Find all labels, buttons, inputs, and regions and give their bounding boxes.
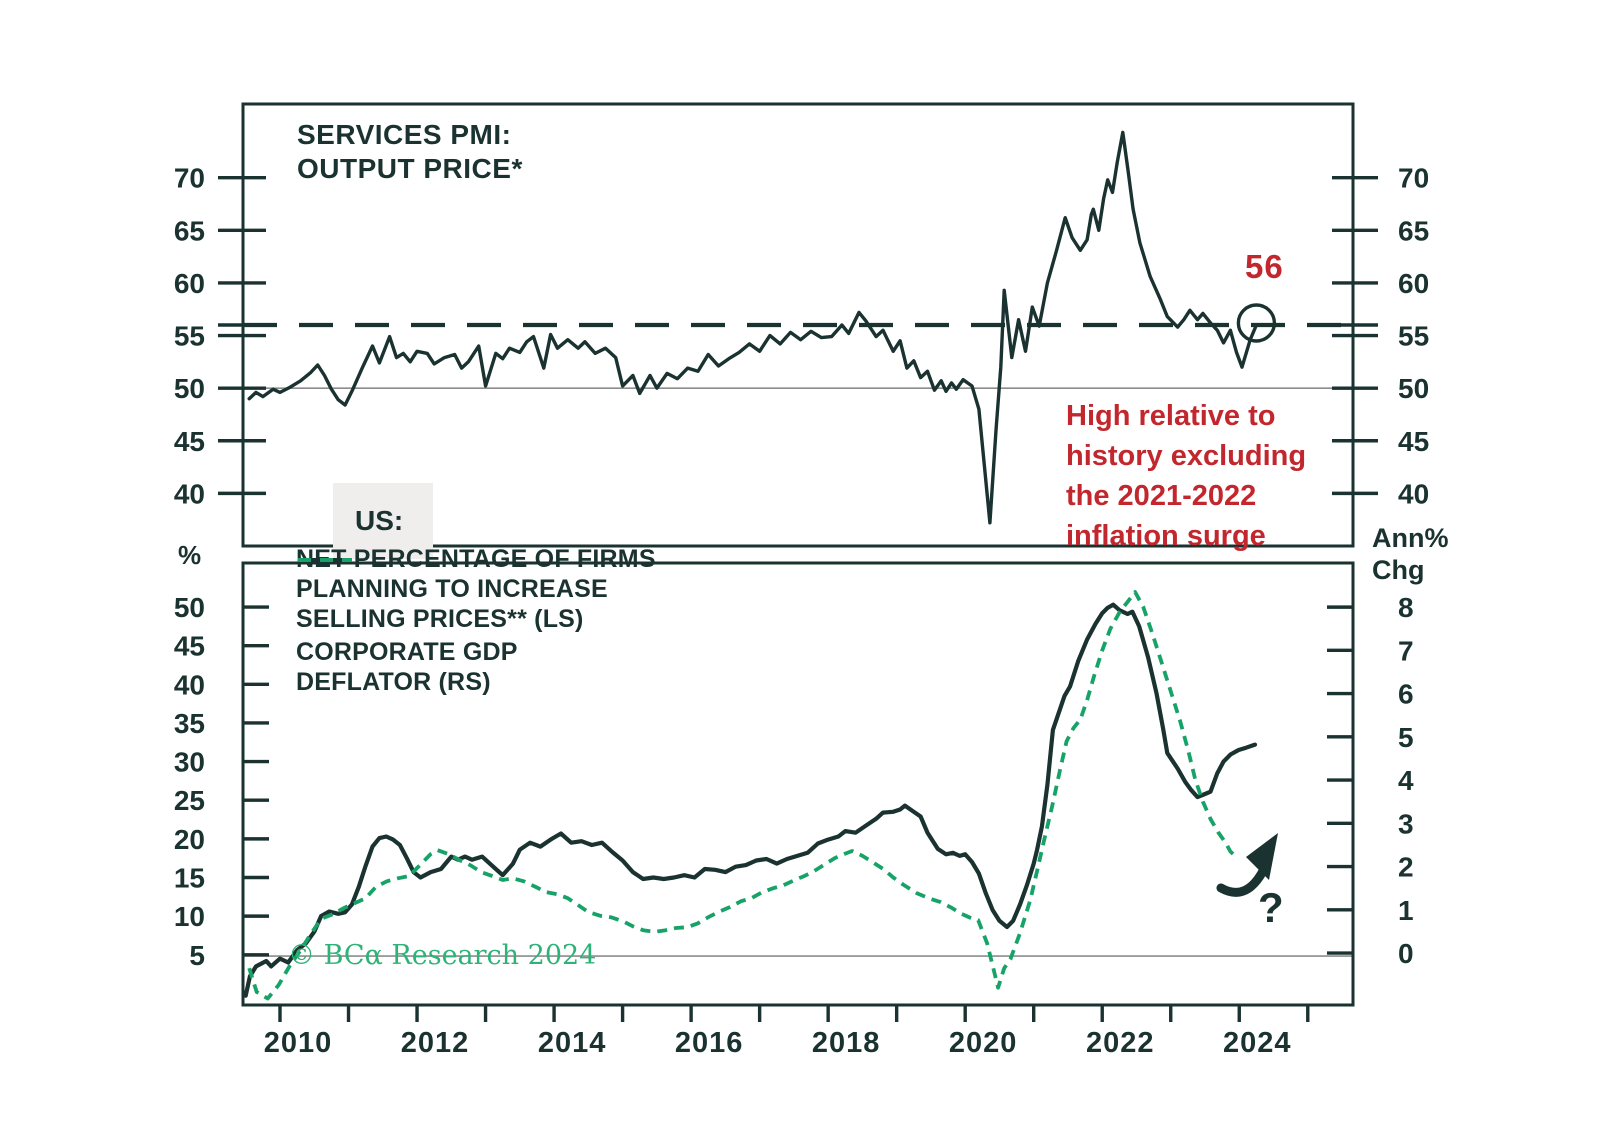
bottom-right-axis-label: 5 bbox=[1398, 722, 1414, 753]
legend-label-line: DEFLATOR (RS) bbox=[296, 668, 491, 696]
top-right-axis-label: 60 bbox=[1398, 268, 1429, 299]
bottom-panel-border bbox=[241, 561, 1355, 1007]
x-axis-year-label: 2016 bbox=[675, 1027, 744, 1059]
x-axis-year-label: 2024 bbox=[1223, 1027, 1292, 1059]
top-right-axis-label: 45 bbox=[1398, 426, 1429, 457]
top-left-axis-label: 50 bbox=[174, 373, 205, 404]
callout-line: High relative to bbox=[1066, 400, 1276, 432]
legend-label-line: CORPORATE GDP bbox=[296, 638, 518, 666]
annotation-callout: High relative to history excluding the 2… bbox=[1066, 396, 1306, 556]
bottom-left-axis-label: 45 bbox=[174, 631, 205, 662]
bottom-right-axis-label: 0 bbox=[1398, 938, 1414, 969]
chart-title: SERVICES PMI: OUTPUT PRICE* bbox=[297, 118, 523, 186]
bottom-left-axis-label: 5 bbox=[189, 940, 205, 971]
right-axis-unit-line: Ann% bbox=[1372, 523, 1449, 553]
bottom-left-axis-label: 30 bbox=[174, 747, 205, 778]
legend-entry-net-percentage: NET PERCENTAGE OF FIRMS PLANNING TO INCR… bbox=[296, 544, 656, 634]
region-label-box: US: bbox=[333, 483, 433, 559]
legend-label: CORPORATE GDP DEFLATOR (RS) bbox=[296, 637, 518, 697]
top-right-axis-label: 55 bbox=[1398, 321, 1429, 352]
bottom-left-axis-label: 15 bbox=[174, 863, 205, 894]
top-left-axis-label: 65 bbox=[174, 215, 205, 246]
legend-entry-gdp-deflator: CORPORATE GDP DEFLATOR (RS) bbox=[296, 558, 656, 697]
top-right-axis-label: 70 bbox=[1398, 163, 1429, 194]
bottom-right-axis-label: 7 bbox=[1398, 635, 1414, 666]
x-axis-year-label: 2010 bbox=[264, 1027, 333, 1059]
region-label: US: bbox=[355, 505, 404, 536]
bottom-left-axis-label: 35 bbox=[174, 708, 205, 739]
legend-label-line: NET PERCENTAGE OF FIRMS bbox=[296, 545, 656, 573]
top-right-axis-label: 65 bbox=[1398, 215, 1429, 246]
top-left-axis-label: 55 bbox=[174, 321, 205, 352]
x-axis-year-label: 2014 bbox=[538, 1027, 607, 1059]
x-axis-year-label: 2022 bbox=[1086, 1027, 1155, 1059]
bottom-right-axis-label: 8 bbox=[1398, 592, 1414, 623]
net-percentage-firms-line bbox=[243, 602, 1258, 998]
curved-arrow-icon bbox=[1216, 866, 1268, 897]
bottom-right-axis-label: 6 bbox=[1398, 679, 1414, 710]
copyright: © BCα Research 2024 bbox=[288, 940, 597, 971]
right-axis-unit: Ann% Chg bbox=[1372, 522, 1449, 586]
callout-line: inflation surge bbox=[1066, 520, 1266, 552]
chart-title-line2: OUTPUT PRICE* bbox=[297, 153, 523, 184]
bottom-left-axis-label: 40 bbox=[174, 669, 205, 700]
x-axis-year-label: 2020 bbox=[949, 1027, 1018, 1059]
bottom-right-axis-label: 3 bbox=[1398, 808, 1414, 839]
top-left-axis-label: 45 bbox=[174, 426, 205, 457]
top-left-axis-label: 60 bbox=[174, 268, 205, 299]
top-right-axis-label: 50 bbox=[1398, 373, 1429, 404]
legend-dashed-line-swatch bbox=[298, 558, 352, 562]
x-axis-year-label: 2018 bbox=[812, 1027, 881, 1059]
bottom-left-axis-label: 20 bbox=[174, 824, 205, 855]
top-left-axis-label: 40 bbox=[174, 478, 205, 509]
x-axis-year-label: 2012 bbox=[401, 1027, 470, 1059]
latest-value-circle-marker bbox=[1236, 303, 1277, 343]
latest-value-label: 56 bbox=[1245, 248, 1284, 285]
top-right-axis-label: 40 bbox=[1398, 478, 1429, 509]
curved-arrow-head-icon bbox=[1246, 833, 1278, 880]
question-mark: ? bbox=[1258, 884, 1284, 931]
right-axis-unit-line: Chg bbox=[1372, 555, 1425, 585]
legend-label: NET PERCENTAGE OF FIRMS PLANNING TO INCR… bbox=[296, 544, 656, 634]
bottom-left-axis-label: 25 bbox=[174, 785, 205, 816]
bottom-right-axis-label: 1 bbox=[1398, 895, 1414, 926]
top-left-axis-label: 70 bbox=[174, 163, 205, 194]
legend-label-line: SELLING PRICES** (LS) bbox=[296, 605, 584, 633]
bottom-left-axis-label: 50 bbox=[174, 592, 205, 623]
callout-line: the 2021-2022 bbox=[1066, 480, 1257, 512]
left-axis-unit: % bbox=[178, 540, 202, 570]
legend-label-line: PLANNING TO INCREASE bbox=[296, 575, 608, 603]
callout-line: history excluding bbox=[1066, 440, 1307, 472]
bottom-right-axis-label: 4 bbox=[1398, 765, 1414, 796]
bottom-right-axis-label: 2 bbox=[1398, 852, 1414, 883]
legend: NET PERCENTAGE OF FIRMS PLANNING TO INCR… bbox=[296, 544, 656, 697]
pmi-output-price-line bbox=[247, 130, 1259, 525]
bottom-left-axis-label: 10 bbox=[174, 901, 205, 932]
chart-title-line1: SERVICES PMI: bbox=[297, 119, 512, 150]
